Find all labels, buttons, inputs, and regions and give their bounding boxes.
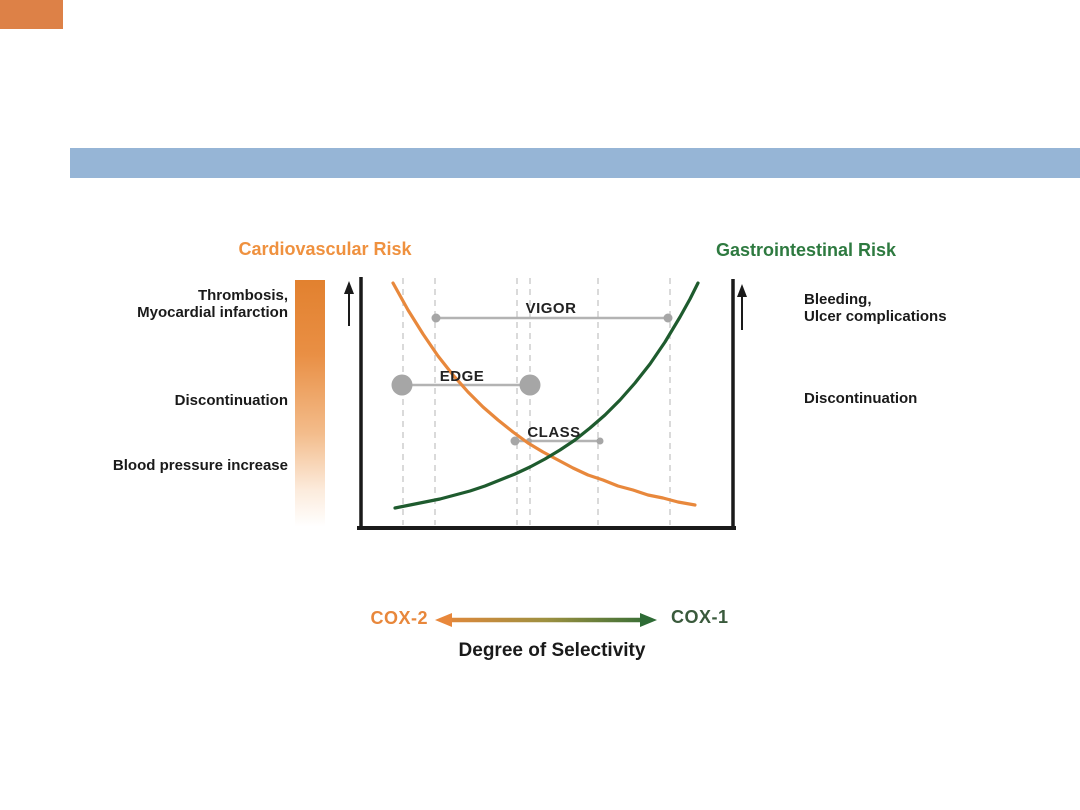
slide-accent-block xyxy=(0,0,63,29)
cv-low-risk-label: Blood pressure increase xyxy=(112,457,288,474)
gi-mid-risk-label: Discontinuation xyxy=(804,390,918,407)
degree-of-selectivity-caption: Degree of Selectivity xyxy=(458,640,646,661)
trial-label-class: CLASS xyxy=(527,424,580,441)
cox1-label: COX-1 xyxy=(671,607,729,627)
trial-dot-vigor xyxy=(431,313,441,323)
trial-label-vigor: VIGOR xyxy=(526,300,577,317)
left-axis-up-arrow-head xyxy=(344,281,354,294)
trial-dot-class xyxy=(596,437,604,445)
cv-high-risk-label: Thrombosis, Myocardial infarction xyxy=(100,287,288,321)
cv-high-risk-line2: Myocardial infarction xyxy=(137,304,288,321)
cardiovascular-risk-title: Cardiovascular Risk xyxy=(238,239,412,259)
cardiovascular-gradient-bar xyxy=(295,280,325,527)
slide-header-bar xyxy=(70,148,1080,178)
gastrointestinal-risk-curve xyxy=(393,281,700,510)
gi-high-risk-line2: Ulcer complications xyxy=(804,308,947,325)
trial-dot-edge xyxy=(391,374,413,396)
gastrointestinal-risk-title: Gastrointestinal Risk xyxy=(716,240,897,260)
cv-high-risk-line1: Thrombosis, xyxy=(197,287,288,304)
cv-mid-risk-label: Discontinuation xyxy=(174,392,288,409)
trial-dot-vigor xyxy=(663,313,673,323)
selectivity-arrow-left-head xyxy=(435,613,452,627)
gi-high-risk-label: Bleeding, Ulcer complications xyxy=(804,291,1004,325)
trial-dot-edge xyxy=(519,374,541,396)
selectivity-arrow-right-head xyxy=(640,613,657,627)
gi-high-risk-line1: Bleeding, xyxy=(804,291,872,308)
cox2-label: COX-2 xyxy=(370,608,428,628)
cardiovascular-risk-curve xyxy=(391,281,697,507)
right-axis-up-arrow-head xyxy=(737,284,747,297)
trial-label-edge: EDGE xyxy=(440,368,485,385)
trial-dot-class xyxy=(510,436,520,446)
